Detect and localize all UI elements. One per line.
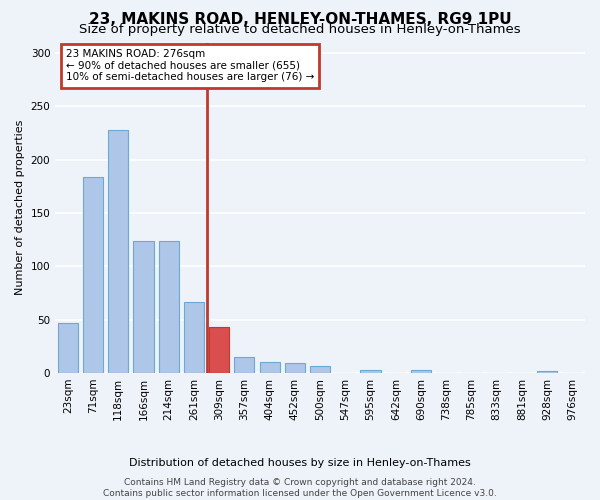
Bar [184, 302, 204, 373]
Bar [310, 366, 330, 373]
Bar [58, 323, 78, 373]
Text: 23, MAKINS ROAD, HENLEY-ON-THAMES, RG9 1PU: 23, MAKINS ROAD, HENLEY-ON-THAMES, RG9 1… [89, 12, 511, 26]
Bar [133, 241, 154, 373]
Bar [209, 327, 229, 373]
Bar [411, 370, 431, 373]
Text: Contains HM Land Registry data © Crown copyright and database right 2024.
Contai: Contains HM Land Registry data © Crown c… [103, 478, 497, 498]
Bar [83, 177, 103, 373]
Bar [108, 130, 128, 373]
Text: 23 MAKINS ROAD: 276sqm
← 90% of detached houses are smaller (655)
10% of semi-de: 23 MAKINS ROAD: 276sqm ← 90% of detached… [66, 49, 314, 82]
Text: Distribution of detached houses by size in Henley-on-Thames: Distribution of detached houses by size … [129, 458, 471, 468]
Bar [235, 357, 254, 373]
Y-axis label: Number of detached properties: Number of detached properties [15, 120, 25, 296]
Bar [361, 370, 380, 373]
Bar [260, 362, 280, 373]
Text: Size of property relative to detached houses in Henley-on-Thames: Size of property relative to detached ho… [79, 22, 521, 36]
Bar [285, 364, 305, 373]
Bar [158, 241, 179, 373]
Bar [537, 371, 557, 373]
